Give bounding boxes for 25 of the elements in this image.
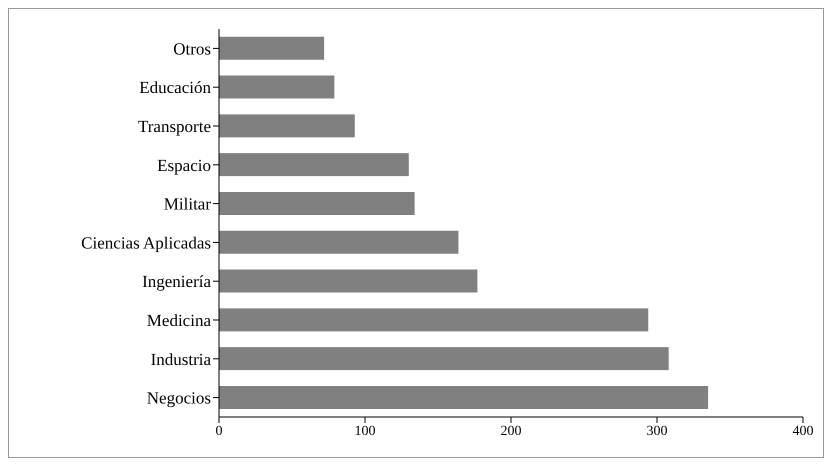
bar (219, 347, 669, 370)
bar (219, 76, 334, 99)
bar (219, 308, 648, 332)
bar (219, 270, 478, 293)
x-tick-label: 100 (354, 424, 376, 439)
bar (219, 386, 708, 409)
bar (219, 114, 355, 138)
x-tick-label: 400 (792, 424, 814, 439)
y-tick-label: Ciencias Aplicadas (81, 233, 211, 252)
x-tick-label: 200 (500, 424, 522, 439)
x-tick-label: 0 (216, 424, 222, 439)
y-tick-label: Ingeniería (142, 272, 212, 292)
bar (219, 230, 458, 254)
y-tick-label: Industria (150, 350, 212, 369)
y-tick-label: Espacio (157, 156, 211, 175)
y-tick-label: Transporte (138, 117, 211, 136)
y-tick-label: Medicina (146, 311, 212, 330)
y-tick-label: Educación (139, 78, 212, 98)
bar (219, 192, 415, 215)
y-tick-label: Militar (164, 194, 212, 214)
x-tick-label: 300 (646, 424, 668, 439)
bar (219, 153, 409, 176)
y-tick-label: Otros (173, 39, 211, 58)
y-tick-label: Negocios (146, 388, 211, 408)
bar (219, 36, 324, 60)
